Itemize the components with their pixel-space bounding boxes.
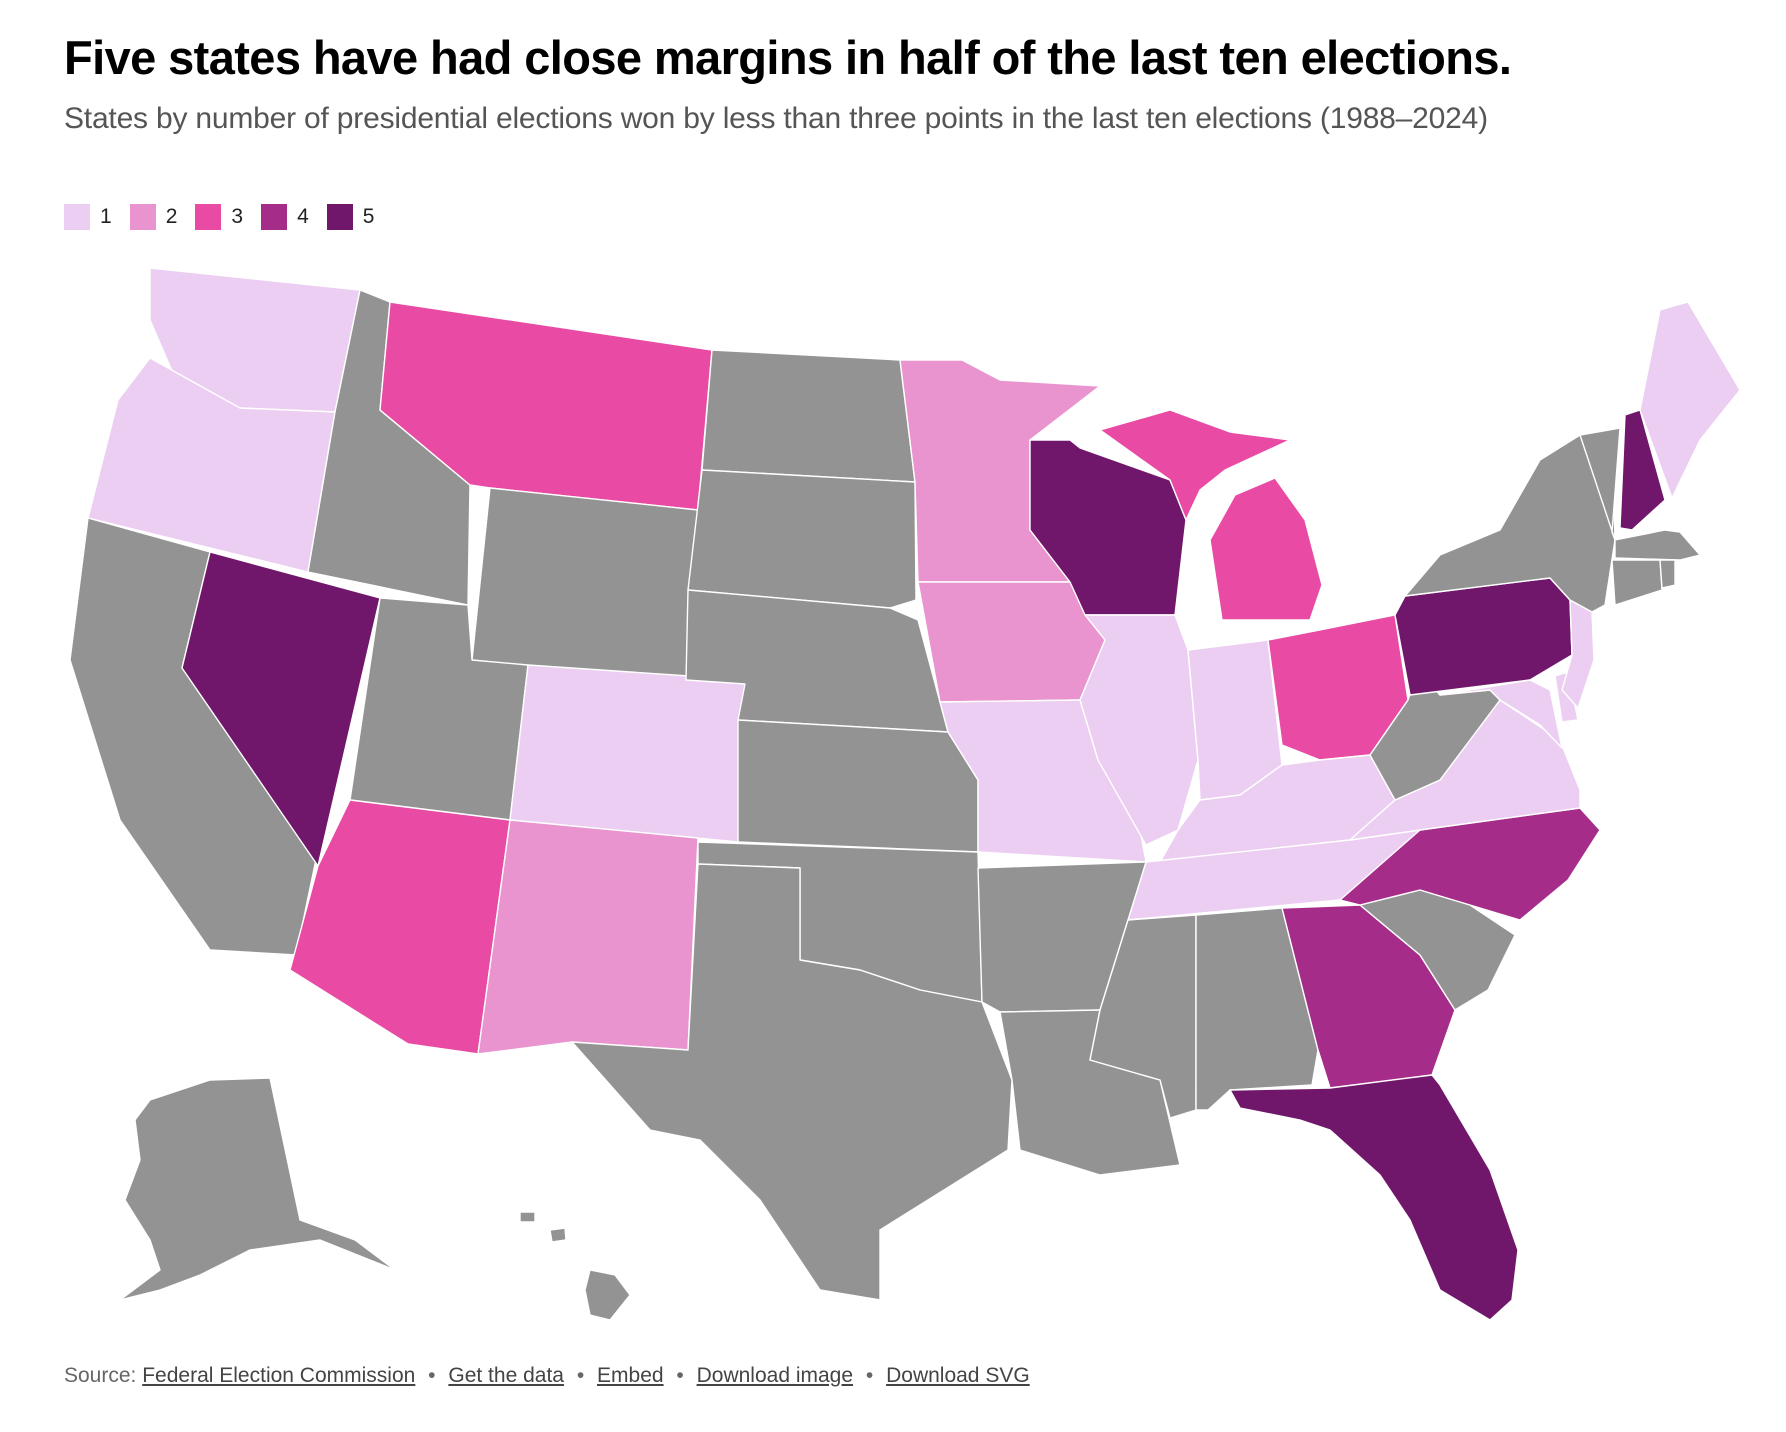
chart-subtitle: States by number of presidential electio… [64,102,1488,135]
legend-item-2: 2 [129,204,178,230]
state-illinois[interactable] [1079,614,1199,846]
download-svg-link[interactable]: Download SVG [886,1364,1030,1387]
state-pennsylvania[interactable] [1394,577,1573,696]
state-rhode-island[interactable] [1659,559,1676,589]
state-south-dakota[interactable] [687,469,917,609]
footer-separator: • [676,1364,684,1387]
state-wisconsin[interactable] [1029,439,1187,616]
legend-label-1: 1 [100,205,112,228]
state-wyoming[interactable] [471,487,699,686]
get-data-link[interactable]: Get the data [448,1364,564,1387]
source-label: Source: [64,1364,137,1387]
download-image-link[interactable]: Download image [696,1364,854,1387]
legend-item-1: 1 [64,204,112,230]
chart-title: Five states have had close margins in ha… [64,31,1512,84]
legend-item-4: 4 [261,204,309,230]
state-massachusetts[interactable] [1614,529,1701,561]
footer: Source: Federal Election Commission • Ge… [64,1364,1030,1388]
legend-swatch-2 [129,204,156,230]
state-hawaii[interactable] [519,1211,631,1321]
state-delaware[interactable] [1554,671,1579,723]
state-maine[interactable] [1639,301,1741,499]
source-link[interactable]: Federal Election Commission [142,1364,416,1387]
state-new-hampshire[interactable] [1619,409,1666,531]
state-florida[interactable] [1229,1074,1519,1321]
legend-label-2: 2 [165,205,178,228]
state-michigan[interactable] [1099,409,1323,621]
state-kansas[interactable] [737,719,979,853]
legend-swatch-1 [64,204,90,230]
legend-label-3: 3 [231,205,244,228]
footer-separator: • [865,1364,874,1387]
state-connecticut[interactable] [1611,559,1663,606]
legend: 1 2 3 4 5 [64,204,392,230]
state-colorado[interactable] [509,664,749,843]
state-vermont[interactable] [1579,427,1621,541]
legend-label-5: 5 [362,205,375,228]
state-texas[interactable] [571,863,1013,1301]
embed-link[interactable]: Embed [597,1364,664,1387]
legend-swatch-4 [261,204,288,230]
footer-separator: • [576,1364,585,1387]
us-state-map [69,267,1741,1321]
state-alaska[interactable] [119,1077,396,1301]
legend-swatch-5 [326,204,353,230]
legend-item-5: 5 [326,204,375,230]
state-north-dakota[interactable] [701,349,916,483]
footer-separator: • [428,1364,436,1387]
state-iowa[interactable] [917,581,1106,703]
legend-swatch-3 [195,204,222,230]
legend-label-4: 4 [297,205,309,228]
state-new-mexico[interactable] [477,819,699,1055]
state-maryland[interactable] [1439,679,1563,749]
legend-item-3: 3 [195,204,243,230]
